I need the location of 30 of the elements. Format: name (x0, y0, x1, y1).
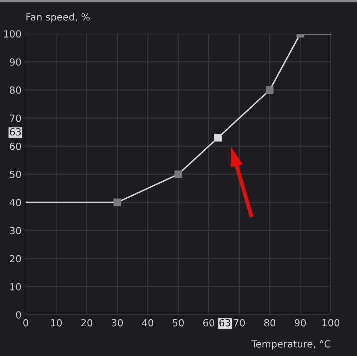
y-tick-label: 0 (16, 311, 22, 319)
y-tick-label: 90 (10, 58, 22, 66)
y-tick-label: 50 (10, 170, 22, 178)
y-tick-label: 60 (10, 142, 22, 150)
y-tick-label: 20 (10, 255, 22, 263)
y-tick-label: 30 (10, 227, 22, 235)
point (266, 86, 274, 94)
x-tick-label: 50 (173, 319, 184, 327)
x-tick-label: 0 (24, 319, 28, 327)
y-tick-label: 10 (10, 283, 22, 291)
y-axis-title: Fan speed, % (26, 13, 90, 23)
point (114, 198, 122, 206)
x-tick-label: 70 (234, 319, 246, 327)
point (174, 170, 182, 178)
y-tick-label: 100 (4, 30, 22, 38)
x-tick-label: 40 (142, 319, 154, 327)
x-tick-label: 10 (51, 319, 62, 327)
x-tick-label: 100 (322, 319, 340, 327)
x-tick-label: 20 (82, 319, 93, 327)
x-tick-label: 90 (294, 319, 306, 327)
x-tick-label: 60 (203, 319, 215, 327)
x-axis-title: Temperature, °C (252, 340, 330, 350)
x-tick-label: 63 (220, 319, 231, 327)
y-tick-label: 70 (10, 114, 22, 122)
x-tick-label: 80 (264, 319, 276, 327)
x-tick-label: 30 (112, 319, 124, 327)
point (214, 134, 222, 142)
y-tick-label: 63 (10, 128, 22, 136)
y-tick-label: 40 (10, 199, 22, 206)
y-tick-label: 80 (10, 86, 22, 94)
